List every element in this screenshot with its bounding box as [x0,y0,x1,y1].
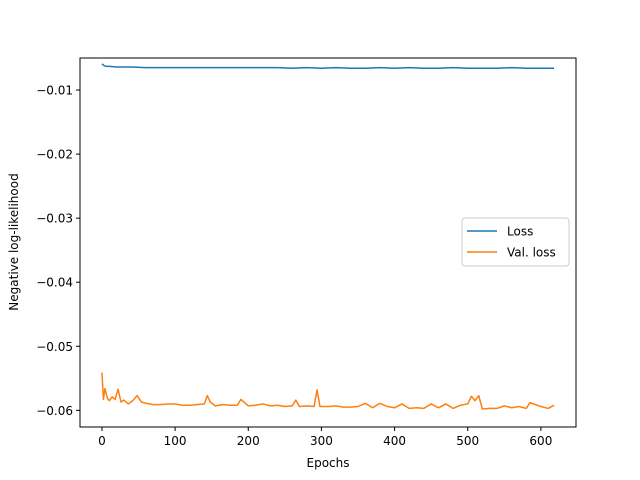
x-tick-label: 100 [164,434,187,448]
legend-box [461,217,570,267]
y-tick-label: −0.04 [36,276,73,290]
x-tick-label: 600 [529,434,552,448]
y-tick-label: −0.05 [36,340,73,354]
plot-frame [79,57,577,428]
x-tick-label: 400 [383,434,406,448]
x-tick-label: 500 [456,434,479,448]
series-layer [101,63,555,410]
y-tick-label: −0.01 [36,84,73,98]
x-tick-label: 0 [98,434,106,448]
series-line-val-loss [101,372,555,410]
y-tick-label: −0.03 [36,212,73,226]
legend-label-loss: Loss [507,225,533,239]
x-axis-label: Epochs [307,456,350,470]
y-axis-label: Negative log-likelihood [7,173,21,310]
y-tick-label: −0.02 [36,148,73,162]
series-line-loss [101,63,555,69]
legend-label-val-loss: Val. loss [507,246,556,260]
x-tick-label: 300 [310,434,333,448]
x-axis: 0 100 200 300 400 500 600 [98,427,552,448]
legend: Loss Val. loss [461,217,570,267]
y-tick-label: −0.06 [36,404,73,418]
x-tick-label: 200 [237,434,260,448]
y-axis: −0.01 −0.02 −0.03 −0.04 −0.05 −0.06 [36,84,80,418]
